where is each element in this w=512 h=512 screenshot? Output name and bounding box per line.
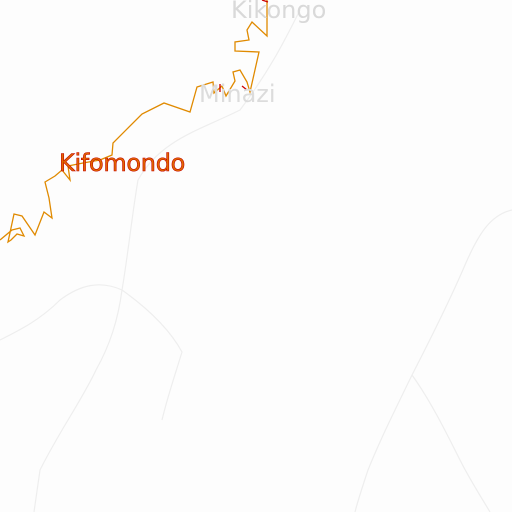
road	[33, 179, 139, 512]
place-label-kikongo[interactable]: Kikongo	[231, 0, 327, 24]
road	[137, 9, 301, 181]
road-network	[0, 9, 512, 512]
road	[121, 289, 183, 421]
boundary-line	[0, 0, 268, 244]
place-label-kifomondo[interactable]: Kifomondo	[59, 149, 186, 177]
boundary-accent	[241, 85, 248, 91]
boundary-accent	[261, 0, 269, 3]
road	[411, 374, 491, 512]
place-label-minazi[interactable]: Minazi	[199, 80, 276, 108]
road	[354, 209, 512, 512]
road	[0, 284, 123, 341]
boundary-accents	[219, 0, 269, 92]
